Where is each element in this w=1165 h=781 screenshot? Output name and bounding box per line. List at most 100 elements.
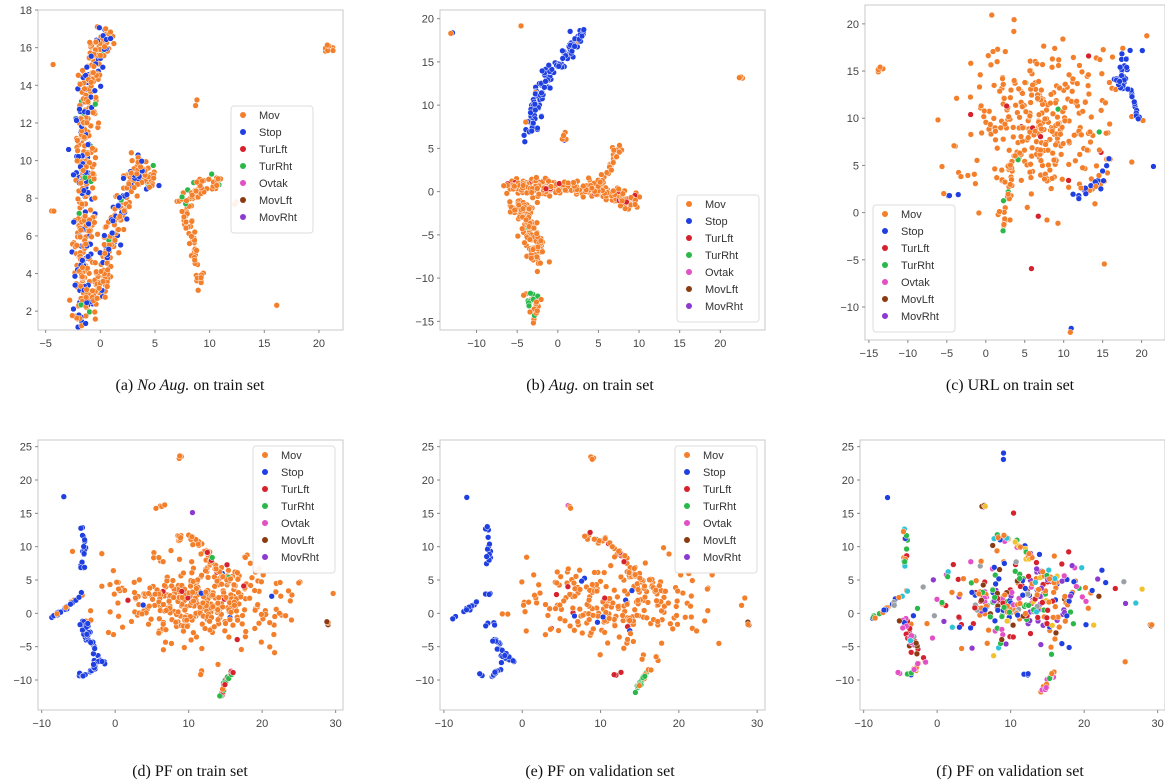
point-stop xyxy=(70,218,77,226)
y-tick-label: 0 xyxy=(853,208,859,220)
point-mov xyxy=(1041,175,1048,183)
point-mov xyxy=(74,137,81,144)
point-mov xyxy=(978,129,985,137)
point-mov xyxy=(1069,88,1076,95)
point-turrht xyxy=(92,101,99,108)
point-turlft xyxy=(1027,630,1034,637)
y-tick-label: −15 xyxy=(415,316,434,328)
point-mov xyxy=(1032,127,1039,135)
point-mov xyxy=(79,264,86,271)
point-mov xyxy=(590,625,597,633)
point-mov xyxy=(1026,169,1034,176)
point-mov xyxy=(616,633,623,641)
y-tick-label: 10 xyxy=(20,156,32,168)
x-tick-label: −10 xyxy=(435,718,454,730)
point-mov xyxy=(967,60,974,67)
point-mov xyxy=(1065,184,1072,191)
point-stop xyxy=(88,53,95,60)
point-mov xyxy=(1061,104,1068,111)
point-ovtak xyxy=(1043,684,1050,691)
point-stop xyxy=(1124,85,1131,93)
point-mov xyxy=(1065,138,1073,145)
point-stop xyxy=(884,494,891,501)
point-mov xyxy=(79,273,86,280)
point-turrht xyxy=(86,308,93,316)
y-tick-label: 5 xyxy=(853,160,859,172)
point-mov xyxy=(574,618,581,625)
legend-label: TurRht xyxy=(703,501,736,513)
point-mov xyxy=(176,556,183,563)
point-mov xyxy=(1062,618,1069,625)
point-stop xyxy=(955,191,962,198)
point-mov xyxy=(242,554,249,561)
legend-marker xyxy=(262,503,268,509)
x-tick-label: −10 xyxy=(899,348,918,360)
point-stop xyxy=(531,101,538,108)
point-mov xyxy=(125,180,133,188)
point-mov xyxy=(585,596,593,604)
point-mov xyxy=(667,620,674,627)
point-mov xyxy=(254,601,261,608)
point-mov xyxy=(288,616,295,624)
point-mov xyxy=(533,253,541,260)
point-mov xyxy=(619,197,626,204)
point-mov xyxy=(90,175,98,183)
point-turlft xyxy=(971,604,978,612)
x-tick-label: 0 xyxy=(983,348,989,360)
point-mov xyxy=(1049,110,1057,117)
point-mov xyxy=(1051,635,1059,643)
legend-label: MovLft xyxy=(259,195,292,207)
point-turlft xyxy=(553,591,560,598)
point-mov xyxy=(106,608,114,616)
point-mov xyxy=(74,157,81,165)
point-mov xyxy=(1076,62,1083,69)
point-stop xyxy=(995,575,1002,583)
point-turrht xyxy=(216,692,223,700)
point-mov xyxy=(184,623,191,630)
point-mov xyxy=(517,22,525,30)
point-mov xyxy=(1049,55,1056,63)
point-mov xyxy=(74,195,82,203)
point-movrht xyxy=(1094,575,1101,583)
point-mov xyxy=(565,565,572,573)
point-mov xyxy=(170,594,177,601)
legend-marker xyxy=(240,129,246,135)
point-mov xyxy=(632,571,639,578)
point-turlft xyxy=(620,558,628,565)
point-mov xyxy=(500,182,507,189)
point-mov xyxy=(1004,190,1012,198)
subfigure-caption: (b) Aug. on train set xyxy=(526,377,654,394)
point-mov xyxy=(1039,61,1046,68)
point-mov xyxy=(168,582,175,590)
legend-marker xyxy=(686,286,692,292)
point-stop xyxy=(82,320,89,327)
point-mov xyxy=(160,601,167,608)
point-mov xyxy=(611,622,619,629)
point-mov xyxy=(126,203,133,210)
point-mov xyxy=(189,192,196,199)
point-stop xyxy=(101,232,108,239)
point-stop xyxy=(489,637,496,645)
x-tick-label: 5 xyxy=(595,338,601,350)
point-mov xyxy=(114,599,122,607)
subfigure-caption: (e) PF on validation set xyxy=(525,763,675,780)
scatter-points xyxy=(48,452,337,700)
point-mov xyxy=(1025,550,1033,557)
legend-marker xyxy=(262,554,268,560)
point-mov xyxy=(704,585,711,593)
point-mov xyxy=(105,629,112,636)
point-turlft xyxy=(1043,620,1051,627)
point-mov xyxy=(1065,71,1073,78)
point-mov xyxy=(1079,164,1086,171)
point-stop xyxy=(1102,579,1109,586)
point-stop xyxy=(84,141,92,148)
scatter-points xyxy=(48,23,337,330)
point-mov xyxy=(202,588,209,596)
point-mov xyxy=(242,633,249,640)
point-mov xyxy=(211,583,218,590)
point-mov xyxy=(1027,174,1035,181)
point-stop xyxy=(491,669,499,676)
point-turrht xyxy=(1012,568,1019,575)
point-turlft xyxy=(1028,265,1035,272)
point-mov xyxy=(190,629,197,636)
